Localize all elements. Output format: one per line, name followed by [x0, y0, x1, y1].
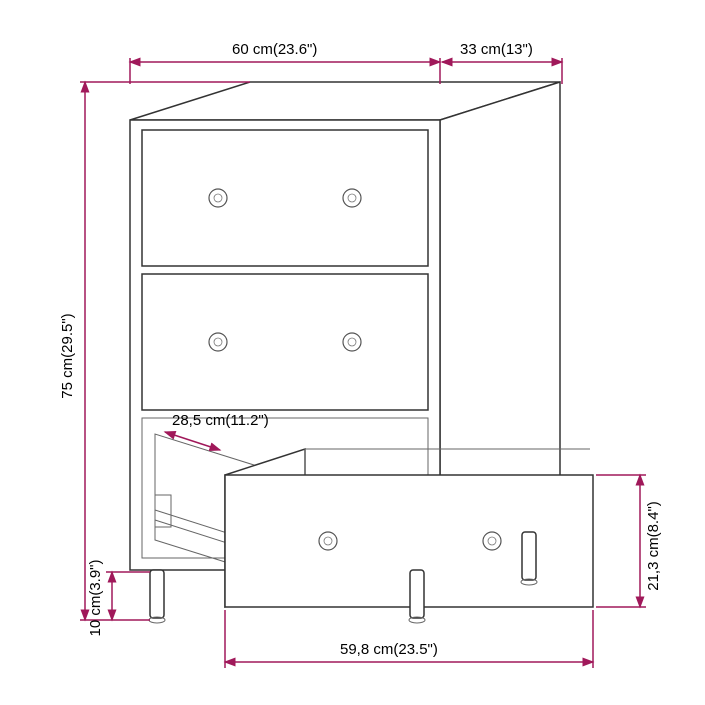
label-width-top: 60 cm(23.6")	[232, 41, 317, 58]
drawer-front-1	[142, 130, 428, 266]
label-drawer-width: 59,8 cm(23.5")	[340, 641, 438, 658]
label-height-left: 75 cm(29.5")	[59, 313, 76, 398]
dimension-diagram: 60 cm(23.6") 33 cm(13") 75 cm(29.5") 10 …	[0, 0, 705, 705]
label-drawer-depth: 28,5 cm(11.2")	[172, 412, 269, 429]
drawer-front-2	[142, 274, 428, 410]
label-depth-top: 33 cm(13")	[460, 41, 533, 58]
open-drawer-front	[225, 475, 593, 607]
furniture-body	[130, 82, 680, 623]
label-drawer-height: 21,3 cm(8.4")	[645, 501, 662, 591]
label-leg-height: 10 cm(3.9")	[87, 559, 104, 636]
